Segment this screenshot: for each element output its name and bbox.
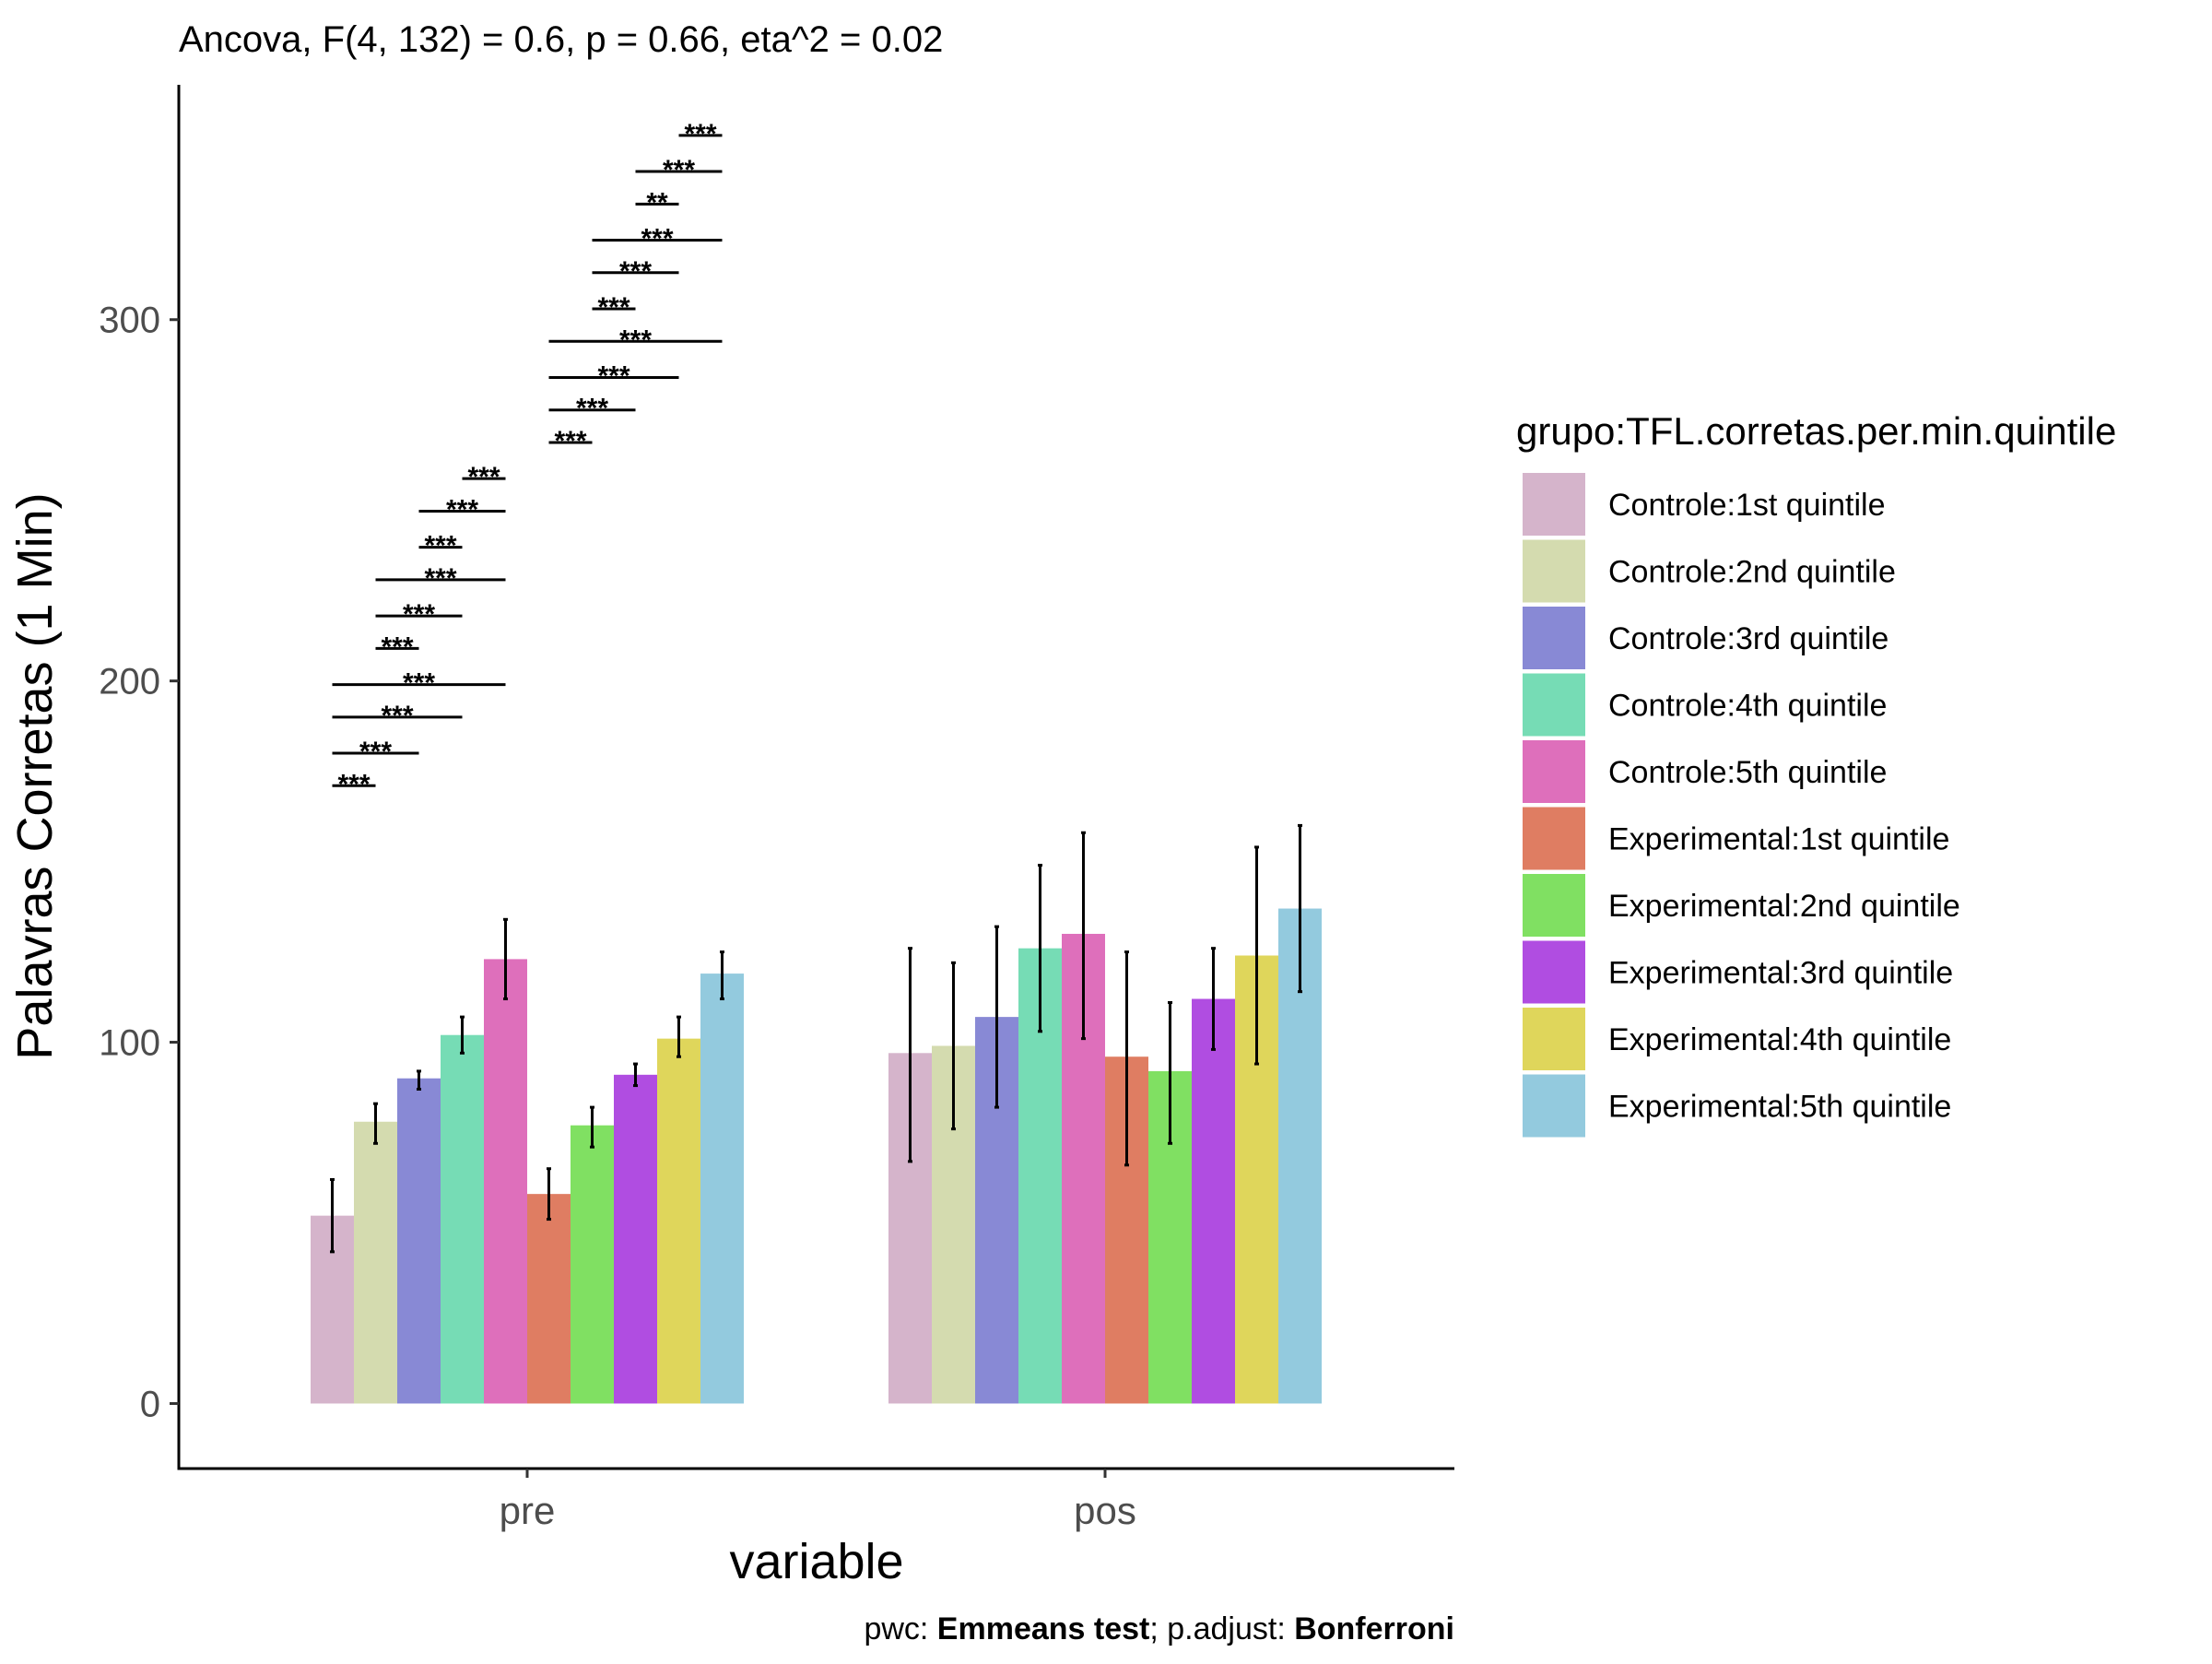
legend-label: Controle:4th quintile (1608, 689, 1887, 724)
legend-key (1523, 807, 1585, 870)
significance-label: *** (684, 119, 716, 149)
legend-key (1523, 1074, 1585, 1138)
caption-pwc-label: pwc: (864, 1611, 936, 1646)
caption: pwc: Emmeans test; p.adjust: Bonferroni (864, 1611, 1454, 1646)
significance-label: *** (597, 360, 629, 391)
legend-key (1523, 740, 1585, 803)
legend-label: Controle:2nd quintile (1608, 555, 1896, 590)
y-tick-label: 0 (140, 1384, 160, 1424)
significance-label: *** (381, 701, 413, 731)
x-axis-label: variable (729, 1534, 903, 1589)
significance-label: *** (554, 426, 586, 456)
legend-label: Controle:3rd quintile (1608, 621, 1888, 656)
significance-label: ** (646, 187, 668, 218)
bar (571, 1125, 614, 1404)
significance-label: *** (446, 494, 478, 525)
legend-label: Experimental:2nd quintile (1608, 889, 1960, 924)
legend-key (1523, 607, 1585, 669)
significance-label: *** (381, 631, 413, 662)
y-axis-label: Palavras Corretas (1 Min) (7, 492, 63, 1059)
significance-label: *** (424, 531, 456, 561)
legend: grupo:TFL.corretas.per.min.quintile Cont… (1516, 409, 2116, 1138)
legend-key (1523, 874, 1585, 937)
legend-label: Experimental:1st quintile (1608, 822, 1949, 857)
bar (441, 1034, 484, 1404)
significance-label: *** (641, 224, 673, 254)
significance-label: *** (619, 256, 652, 287)
bar (614, 1074, 657, 1404)
bar (484, 959, 527, 1404)
bar (700, 974, 744, 1404)
legend-label: Controle:1st quintile (1608, 488, 1886, 523)
significance-label: *** (424, 563, 456, 594)
significance-label: *** (576, 394, 608, 424)
legend-key (1523, 473, 1585, 536)
y-tick-label: 300 (99, 301, 160, 341)
significance-label: *** (467, 462, 500, 492)
x-tick-label: pos (1074, 1489, 1136, 1532)
significance-label: *** (663, 155, 695, 185)
legend-label: Controle:5th quintile (1608, 755, 1887, 790)
caption-separator: ; p.adjust: (1149, 1611, 1294, 1646)
plot-area (311, 823, 1322, 1404)
legend-key (1523, 539, 1585, 603)
legend-key (1523, 673, 1585, 737)
x-tick-label: pre (500, 1489, 556, 1532)
significance-annotations: ****************************************… (332, 119, 723, 799)
significance-label: *** (403, 668, 435, 699)
legend-title: grupo:TFL.corretas.per.min.quintile (1516, 409, 2116, 453)
significance-label: *** (337, 769, 370, 799)
caption-adjust-value: Bonferroni (1294, 1611, 1454, 1646)
bar (1192, 998, 1235, 1404)
significance-label: *** (619, 325, 652, 355)
significance-label: *** (359, 737, 392, 767)
bar (527, 1194, 571, 1404)
legend-label: Experimental:5th quintile (1608, 1090, 1951, 1125)
legend-label: Experimental:3rd quintile (1608, 956, 1953, 991)
bar (397, 1078, 441, 1404)
y-tick-label: 100 (99, 1023, 160, 1064)
legend-key (1523, 940, 1585, 1004)
bar (354, 1121, 397, 1404)
caption-pwc-value: Emmeans test (937, 1611, 1150, 1646)
significance-label: *** (597, 292, 629, 323)
y-tick-label: 200 (99, 662, 160, 702)
legend-key (1523, 1008, 1585, 1070)
legend-label: Experimental:4th quintile (1608, 1022, 1951, 1057)
bar (657, 1038, 700, 1404)
significance-label: *** (403, 599, 435, 630)
chart-title: Ancova, F(4, 132) = 0.6, p = 0.66, eta^2… (179, 19, 943, 60)
axes: 0 100 200 300 pre pos (99, 85, 1454, 1532)
